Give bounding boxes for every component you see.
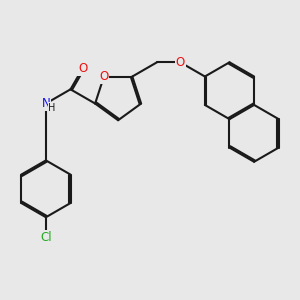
Text: Cl: Cl xyxy=(40,231,52,244)
Text: O: O xyxy=(99,70,109,83)
Text: O: O xyxy=(176,56,185,69)
Text: O: O xyxy=(78,62,87,75)
Text: H: H xyxy=(49,103,56,113)
Text: N: N xyxy=(41,97,50,110)
